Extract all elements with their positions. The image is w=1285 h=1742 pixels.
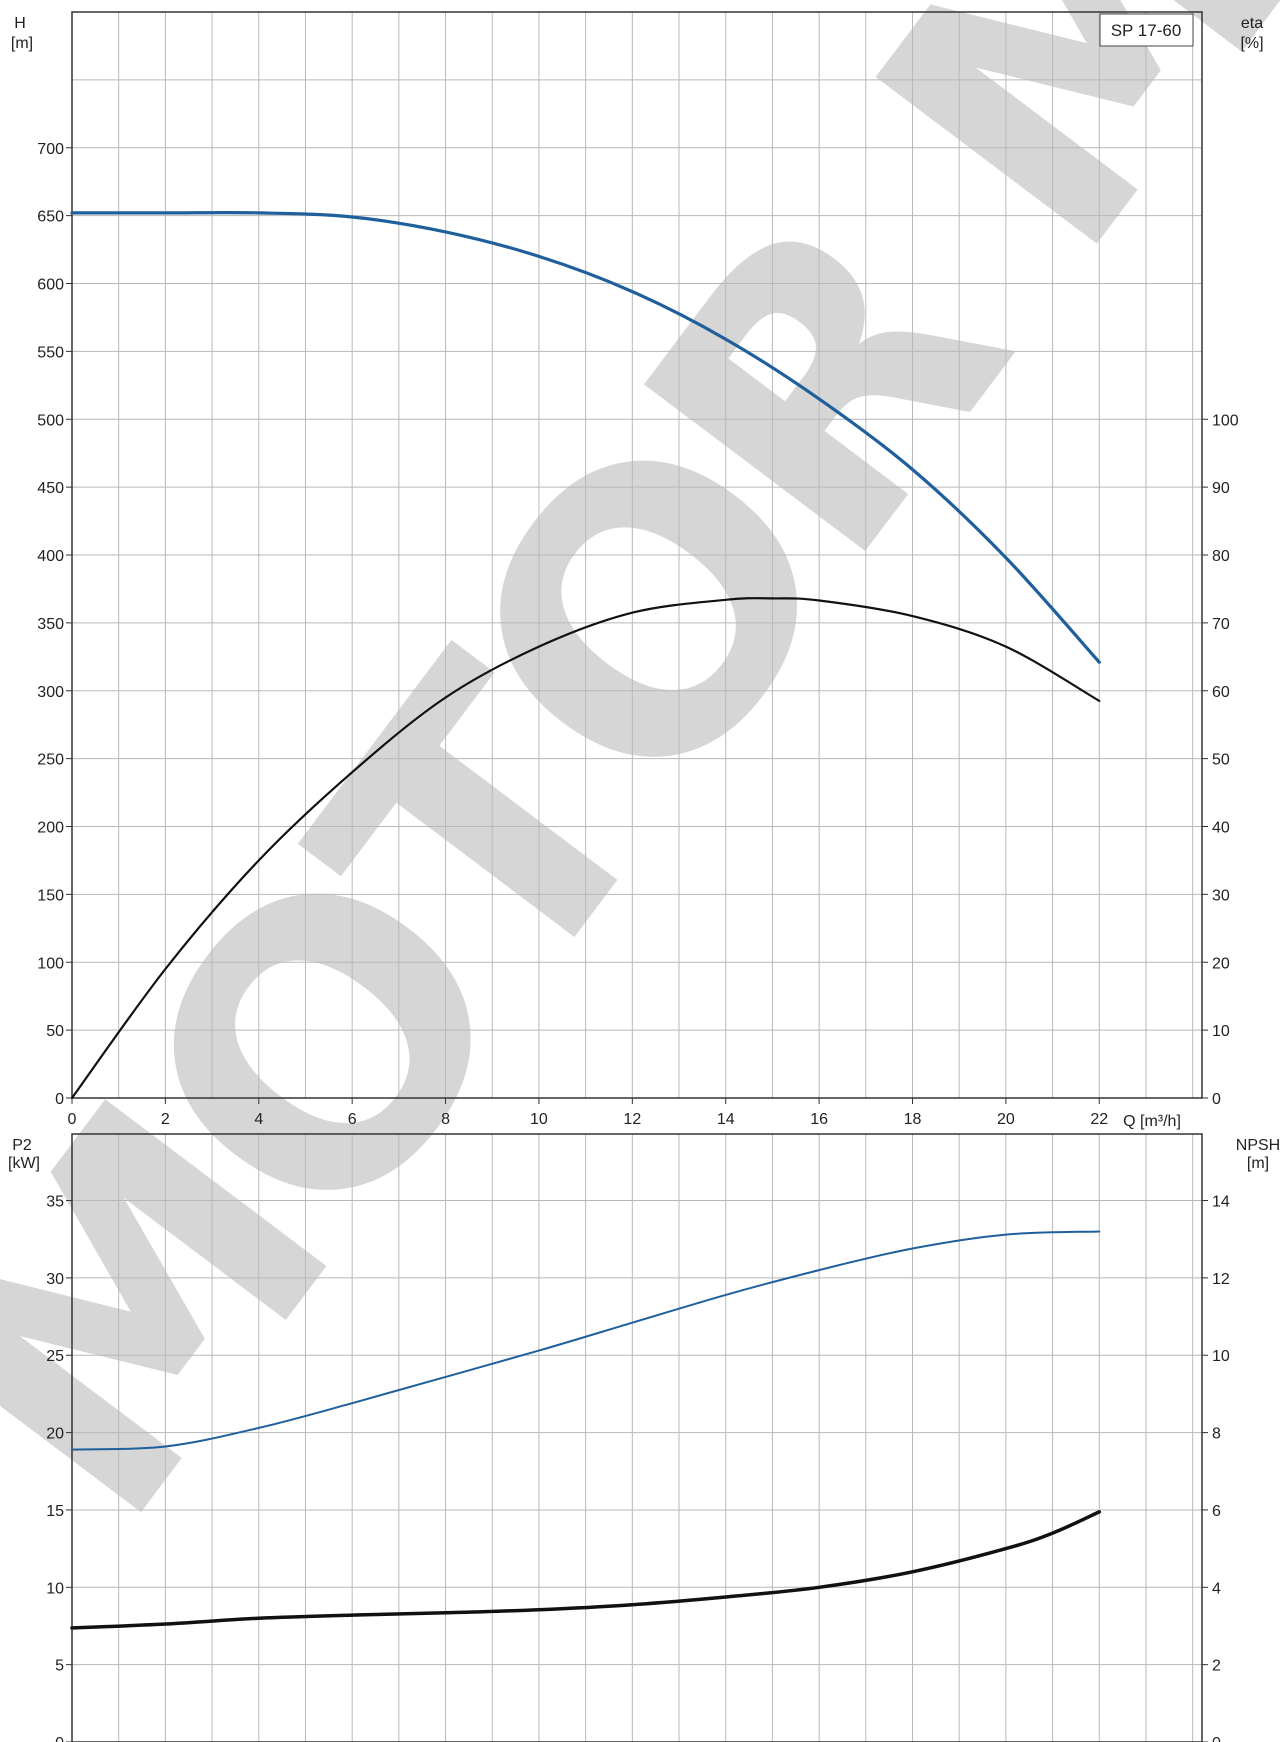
y-left-tick-label: 5 xyxy=(55,1658,64,1675)
y-right-tick-label: 50 xyxy=(1212,752,1230,769)
y-left-tick-label: 15 xyxy=(46,1503,64,1520)
y-right-tick-label: 2 xyxy=(1212,1658,1221,1675)
y-right-tick-label: 40 xyxy=(1212,820,1230,837)
y-right-tick-label: 0 xyxy=(1212,1091,1221,1108)
x-tick-label: 6 xyxy=(348,1111,357,1128)
plot-frame xyxy=(71,1133,1203,1742)
x-tick-label: 18 xyxy=(904,1111,922,1128)
y-right-top-unit: [%] xyxy=(1240,35,1263,52)
y-right-tick-label: 70 xyxy=(1212,616,1230,633)
y-left-tick-label: 350 xyxy=(37,616,64,633)
y-right-tick-label: 60 xyxy=(1212,684,1230,701)
x-tick-label: 16 xyxy=(810,1111,828,1128)
y-right-tick-label: 80 xyxy=(1212,548,1230,565)
y-left-tick-label: 50 xyxy=(46,1023,64,1040)
y-right-tick-label: 12 xyxy=(1212,1271,1230,1288)
series-line-0-0 xyxy=(70,210,1101,664)
y-right-tick-label: 10 xyxy=(1212,1348,1230,1365)
x-tick-label: 0 xyxy=(68,1111,77,1128)
y-right-tick-label: 10 xyxy=(1212,1023,1230,1040)
y-right-tick-label: 14 xyxy=(1212,1194,1230,1211)
x-tick-label: 4 xyxy=(254,1111,263,1128)
y-right-tick-label: 8 xyxy=(1212,1426,1221,1443)
x-tick-label: 10 xyxy=(530,1111,548,1128)
y-left-tick-label: 0 xyxy=(55,1735,64,1742)
x-tick-label: 8 xyxy=(441,1111,450,1128)
y-right-tick-label: 0 xyxy=(1212,1735,1221,1742)
model-label-box: SP 17-60 xyxy=(1099,13,1194,47)
y-left-top-label: H xyxy=(14,15,26,32)
y-right-bottom-label: NPSH xyxy=(1236,1137,1280,1154)
x-tick-label: 2 xyxy=(161,1111,170,1128)
y-left-tick-label: 150 xyxy=(37,887,64,904)
y-left-tick-label: 400 xyxy=(37,548,64,565)
power-npsh-panel: 0 5 10 15 20 25 30 35 0 2 4 6 8 10 12 14 xyxy=(46,1133,1230,1742)
y-left-tick-label: 200 xyxy=(37,820,64,837)
y-right-bottom-unit: [m] xyxy=(1247,1155,1269,1172)
y-left-tick-label: 100 xyxy=(37,955,64,972)
x-tick-label: 20 xyxy=(997,1111,1015,1128)
y-right-tick-label: 100 xyxy=(1212,412,1239,429)
y-left-tick-label: 700 xyxy=(37,141,64,158)
x-tick-label: 12 xyxy=(623,1111,641,1128)
series-line-1-1 xyxy=(70,1510,1102,1630)
y-left-tick-label: 30 xyxy=(46,1271,64,1288)
y-right-tick-label: 90 xyxy=(1212,480,1230,497)
y-left-tick-label: 600 xyxy=(37,277,64,294)
y-left-tick-label: 450 xyxy=(37,480,64,497)
y-left-tick-label: 35 xyxy=(46,1194,64,1211)
y-left-bottom-unit: [kW] xyxy=(8,1155,40,1172)
y-left-bottom-label: P2 xyxy=(12,1137,32,1154)
y-left-tick-label: 10 xyxy=(46,1580,64,1597)
y-left-top-unit: [m] xyxy=(11,35,33,52)
series-line-0-1 xyxy=(70,597,1101,1100)
y-left-tick-label: 0 xyxy=(55,1091,64,1108)
y-right-tick-label: 4 xyxy=(1212,1580,1221,1597)
y-left-tick-label: 20 xyxy=(46,1426,64,1443)
x-axis-label: Q [m³/h] xyxy=(1123,1113,1181,1130)
x-tick-label: 22 xyxy=(1090,1111,1108,1128)
y-left-tick-label: 650 xyxy=(37,209,64,226)
y-left-tick-label: 500 xyxy=(37,412,64,429)
y-right-top-label: eta xyxy=(1241,15,1263,32)
head-efficiency-panel: 0501001502002503003504004505005506006507… xyxy=(37,11,1239,1128)
y-right-tick-label: 6 xyxy=(1212,1503,1221,1520)
y-right-tick-label: 20 xyxy=(1212,955,1230,972)
y-left-tick-label: 550 xyxy=(37,344,64,361)
series-line-1-0 xyxy=(71,1230,1101,1451)
y-left-tick-label: 300 xyxy=(37,684,64,701)
y-right-tick-label: 30 xyxy=(1212,887,1230,904)
x-tick-label: 14 xyxy=(717,1111,735,1128)
y-left-tick-label: 250 xyxy=(37,752,64,769)
y-left-tick-label: 25 xyxy=(46,1348,64,1365)
model-label: SP 17-60 xyxy=(1111,21,1182,40)
